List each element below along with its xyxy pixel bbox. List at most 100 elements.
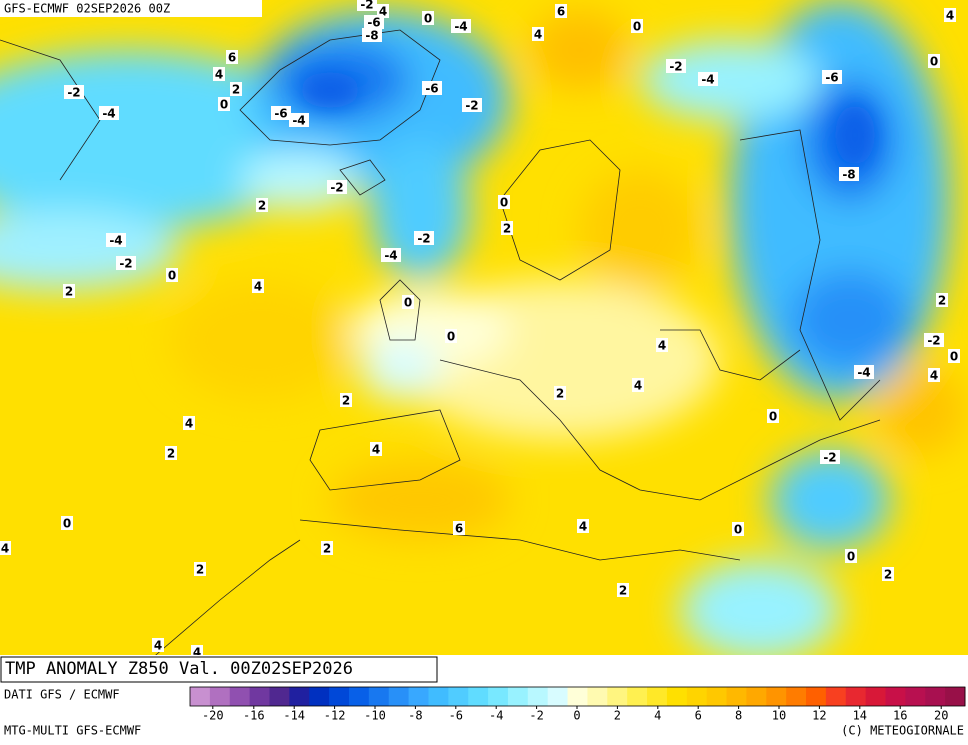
contour-label: -4 [292, 114, 305, 128]
contour-label-bg [340, 393, 352, 407]
contour-label-bg [364, 15, 384, 29]
contour-label: 4 [579, 520, 587, 534]
contour-label: 0 [500, 196, 508, 210]
contour-label-bg [213, 67, 225, 81]
colorbar-swatch [865, 687, 887, 706]
contour-label: 0 [930, 55, 938, 69]
contour-label: 4 [372, 443, 380, 457]
colorbar: -20 -16 -14 -12 -10 -8 -6 -4 -2 0 2 4 6 8 10 12 14 16 20 [189, 686, 966, 723]
contour-label-bg [381, 248, 401, 262]
colorbar-swatch [249, 687, 270, 706]
contour-label-bg [357, 0, 377, 11]
contour-label-bg [0, 541, 11, 555]
contour-label: 0 [404, 296, 412, 310]
contour-label: 2 [258, 199, 266, 213]
contour-label: 4 [154, 639, 162, 653]
colorbar-swatch [527, 687, 549, 706]
colorbar-swatch [885, 687, 906, 706]
colorbar-tick-label: 12 [812, 709, 826, 723]
colorbar-tick-label: 4 [654, 709, 661, 723]
contour-label-bg [532, 27, 544, 41]
contour-label-bg [289, 113, 309, 127]
contour-label: -2 [330, 181, 343, 195]
contour-label: 0 [769, 410, 777, 424]
contour-label: 0 [168, 269, 176, 283]
contour-label: -2 [927, 334, 940, 348]
contour-label: 0 [633, 20, 641, 34]
contour-label: 2 [556, 387, 564, 401]
colorbar-swatch [547, 687, 569, 706]
contour-label-bg [656, 338, 668, 352]
contour-label: 0 [424, 12, 432, 26]
contour-label-bg [944, 8, 956, 22]
colorbar-swatch [786, 687, 807, 706]
title: TMP ANOMALY Z850 Val. 00Z02SEP2026 [5, 659, 353, 679]
contour-label-bg [666, 59, 686, 73]
contour-label: -4 [454, 20, 467, 34]
contour-label: 2 [196, 563, 204, 577]
contour-label-bg [362, 28, 382, 42]
colorbar-swatch [647, 687, 668, 706]
contour-label-bg [882, 567, 894, 581]
contour-label-bg [256, 198, 268, 212]
contour-label-bg [402, 295, 414, 309]
contour-label-bg [230, 82, 242, 96]
contour-label-bg [61, 516, 73, 530]
contour-label: 4 [193, 646, 201, 660]
contour-label: -2 [823, 451, 836, 465]
colorbar-swatch [905, 687, 926, 706]
contour-label-bg [453, 521, 465, 535]
contour-label: 2 [884, 568, 892, 582]
contour-label: 4 [930, 369, 938, 383]
contour-label: 4 [379, 5, 387, 19]
title-box [0, 656, 438, 683]
contour-label: 4 [658, 339, 666, 353]
contour-label-bg [936, 293, 948, 307]
header-box [0, 0, 262, 17]
colorbar-swatch [488, 687, 509, 706]
anomaly-field [0, 0, 968, 660]
contour-label: -8 [842, 168, 855, 182]
contour-label: 2 [619, 584, 627, 598]
colorbar-tick-label: -14 [283, 709, 305, 723]
colorbar-swatch [925, 687, 946, 706]
colorbar-swatch [806, 687, 827, 706]
contour-label: 2 [503, 222, 511, 236]
contour-label: 2 [323, 542, 331, 556]
contour-label-bg [617, 583, 629, 597]
contour-label-bg [63, 284, 75, 298]
contour-label-bg [632, 378, 644, 392]
contour-label-bg [822, 70, 842, 84]
contour-label: -2 [119, 257, 132, 271]
colorbar-swatch [329, 687, 350, 706]
contour-label: -6 [274, 107, 287, 121]
contour-label: -4 [102, 107, 115, 121]
contour-label-bg [183, 416, 195, 430]
colorbar-tick-label: 8 [735, 709, 742, 723]
contour-label: 2 [65, 285, 73, 299]
colorbar-tick-label: 0 [573, 709, 580, 723]
contour-label: 2 [167, 447, 175, 461]
contour-label: -6 [367, 16, 380, 30]
contour-label: -2 [67, 86, 80, 100]
contour-label-bg [377, 4, 389, 18]
colorbar-swatch [587, 687, 608, 706]
contour-label-bg [218, 97, 230, 111]
contour-label-bg [928, 54, 940, 68]
contour-label-bg [422, 11, 434, 25]
source: DATI GFS / ECMWF [4, 688, 120, 702]
colorbar-tick-label: -10 [364, 709, 386, 723]
colorbar-swatch [945, 687, 966, 706]
colorbar-tick-label: 10 [772, 709, 786, 723]
colorbar-swatch [726, 687, 747, 706]
colorbar-swatch [845, 687, 867, 706]
colorbar-tick-label: -6 [449, 709, 463, 723]
contour-label: -4 [857, 366, 870, 380]
contour-label-bg [462, 98, 482, 112]
colorbar-swatch [190, 687, 211, 706]
contour-label: 6 [228, 51, 236, 65]
contour-label-bg [445, 329, 457, 343]
contour-label: 4 [1, 542, 9, 556]
colorbar-tick-label: -16 [243, 709, 265, 723]
